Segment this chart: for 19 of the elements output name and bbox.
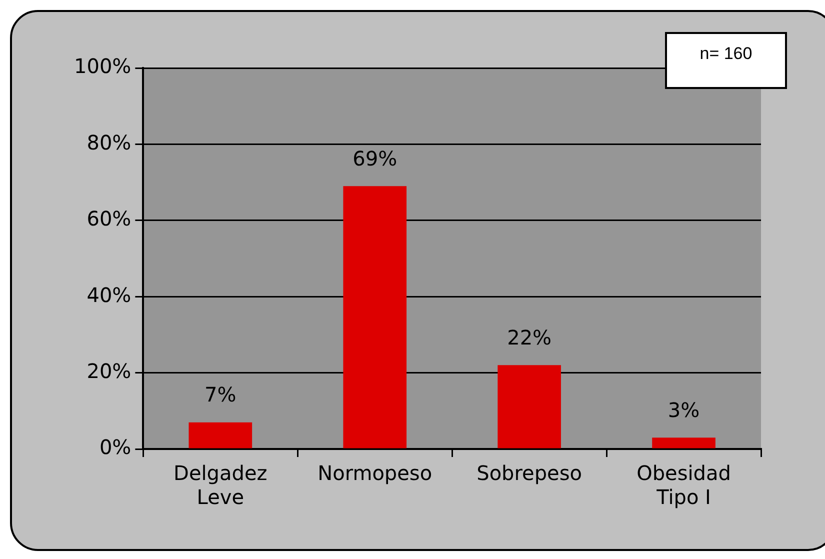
y-tick-label: 80% [86, 130, 132, 154]
bar [343, 186, 407, 448]
text: n= 160 [698, 44, 754, 64]
x-tick-label: Sobrepeso [476, 461, 582, 486]
x-tick-label: Obesidad Tipo I [636, 461, 731, 510]
y-tick-label: 60% [86, 206, 132, 231]
x-tick-label: Delgadez Leve [174, 461, 268, 510]
y-tick-label: 0% [99, 435, 132, 460]
data-label: 22% [507, 325, 552, 350]
data-label: 69% [352, 146, 398, 170]
x-tick-label: Normopeso [318, 461, 432, 486]
y-tick-label: 100% [74, 54, 132, 78]
y-tick-label: 40% [86, 282, 132, 307]
data-label: 3% [668, 398, 700, 422]
bar [188, 422, 252, 448]
y-tick-label: 20% [86, 359, 132, 384]
bar [498, 365, 561, 448]
bar [652, 438, 716, 448]
data-label: 7% [204, 382, 236, 407]
